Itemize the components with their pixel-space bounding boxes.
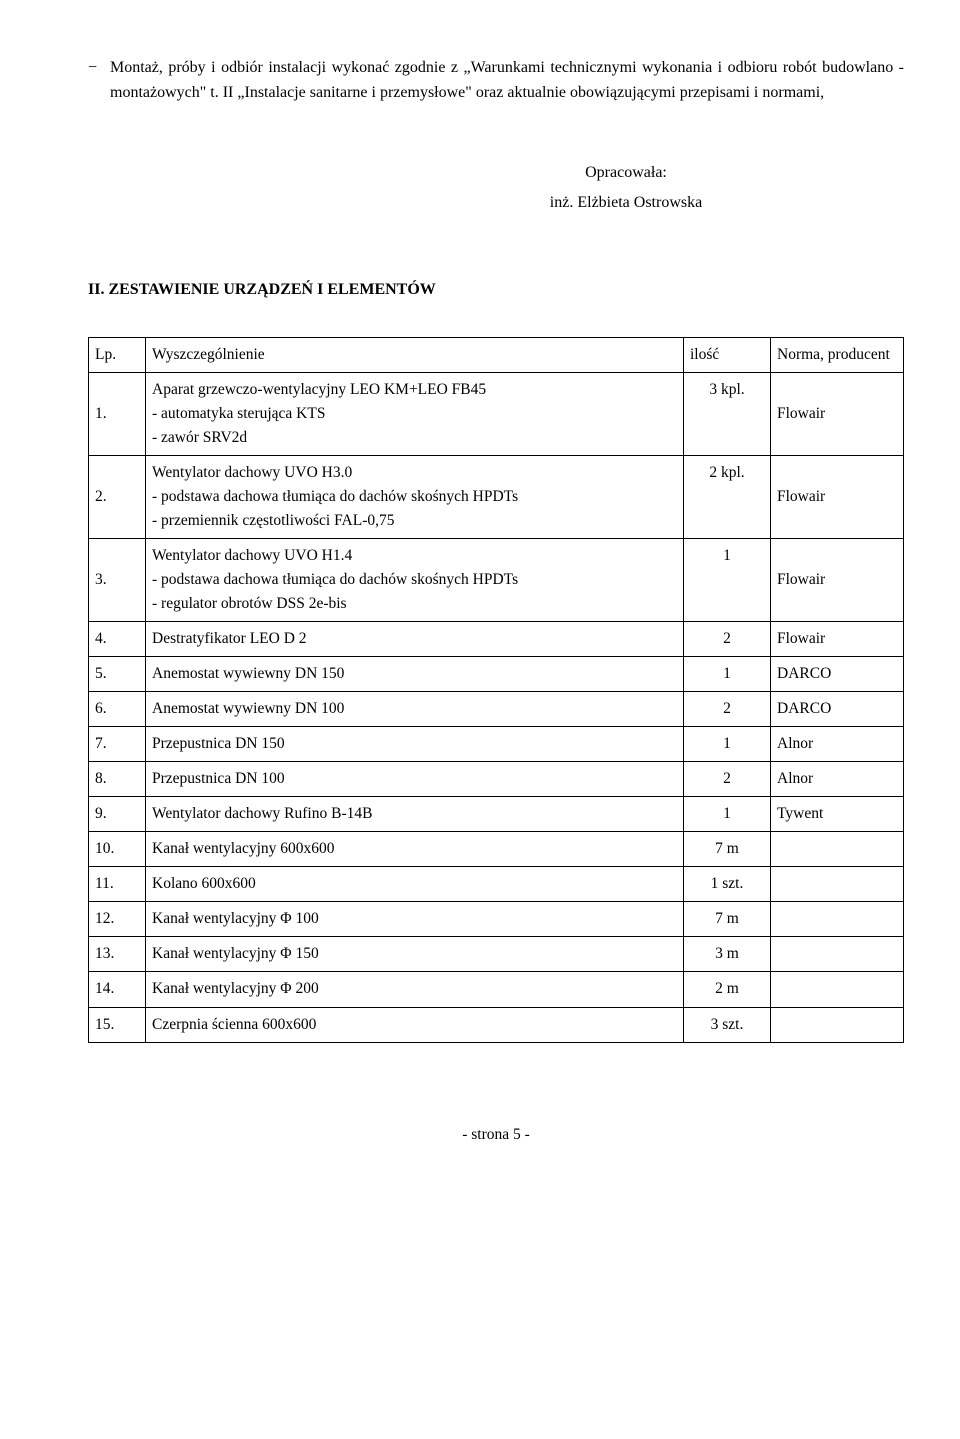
table-row: 6.Anemostat wywiewny DN 1002DARCO (89, 692, 904, 727)
cell-ilosc: 3 szt. (684, 1007, 771, 1042)
cell-lp: 8. (89, 762, 146, 797)
cell-ilosc: 1 (684, 539, 771, 622)
page-footer: - strona 5 - (88, 1123, 904, 1147)
cell-wysz: Wentylator dachowy UVO H3.0 - podstawa d… (146, 456, 684, 539)
table-row: 2.Wentylator dachowy UVO H3.0 - podstawa… (89, 456, 904, 539)
cell-lp: 12. (89, 902, 146, 937)
author-block: Opracowała: inż. Elżbieta Ostrowska (88, 158, 904, 219)
cell-producent: DARCO (771, 657, 904, 692)
cell-wysz: Kanał wentylacyjny Φ 200 (146, 972, 684, 1007)
cell-producent: Alnor (771, 727, 904, 762)
cell-producent: Flowair (771, 373, 904, 456)
cell-lp: 1. (89, 373, 146, 456)
cell-lp: 11. (89, 867, 146, 902)
cell-producent (771, 937, 904, 972)
cell-wysz: Anemostat wywiewny DN 100 (146, 692, 684, 727)
th-lp: Lp. (89, 338, 146, 373)
cell-ilosc: 3 m (684, 937, 771, 972)
cell-lp: 14. (89, 972, 146, 1007)
cell-producent: Flowair (771, 456, 904, 539)
cell-producent: Tywent (771, 797, 904, 832)
cell-lp: 13. (89, 937, 146, 972)
cell-wysz: Wentylator dachowy UVO H1.4 - podstawa d… (146, 539, 684, 622)
table-row: 5.Anemostat wywiewny DN 1501DARCO (89, 657, 904, 692)
cell-producent (771, 972, 904, 1007)
table-row: 14.Kanał wentylacyjny Φ 2002 m (89, 972, 904, 1007)
cell-lp: 9. (89, 797, 146, 832)
th-wysz: Wyszczególnienie (146, 338, 684, 373)
author-name: inż. Elżbieta Ostrowska (348, 188, 904, 218)
cell-wysz: Kanał wentylacyjny 600x600 (146, 832, 684, 867)
cell-producent (771, 867, 904, 902)
cell-lp: 7. (89, 727, 146, 762)
equipment-table: Lp. Wyszczególnienie ilość Norma, produc… (88, 337, 904, 1042)
cell-wysz: Kanał wentylacyjny Φ 150 (146, 937, 684, 972)
table-row: 13.Kanał wentylacyjny Φ 1503 m (89, 937, 904, 972)
cell-ilosc: 2 (684, 762, 771, 797)
cell-ilosc: 3 kpl. (684, 373, 771, 456)
cell-producent: Alnor (771, 762, 904, 797)
cell-producent: DARCO (771, 692, 904, 727)
cell-ilosc: 2 m (684, 972, 771, 1007)
table-row: 12.Kanał wentylacyjny Φ 1007 m (89, 902, 904, 937)
cell-producent (771, 832, 904, 867)
table-row: 10.Kanał wentylacyjny 600x6007 m (89, 832, 904, 867)
table-row: 8.Przepustnica DN 1002Alnor (89, 762, 904, 797)
cell-lp: 3. (89, 539, 146, 622)
section-title: II. ZESTAWIENIE URZĄDZEŃ I ELEMENTÓW (88, 278, 904, 303)
cell-lp: 4. (89, 622, 146, 657)
cell-producent (771, 1007, 904, 1042)
table-row: 9.Wentylator dachowy Rufino B-14B1Tywent (89, 797, 904, 832)
th-prod: Norma, producent (771, 338, 904, 373)
cell-ilosc: 2 kpl. (684, 456, 771, 539)
cell-producent (771, 902, 904, 937)
table-row: 1.Aparat grzewczo-wentylacyjny LEO KM+LE… (89, 373, 904, 456)
cell-lp: 5. (89, 657, 146, 692)
cell-ilosc: 2 (684, 692, 771, 727)
cell-wysz: Przepustnica DN 150 (146, 727, 684, 762)
cell-ilosc: 1 (684, 657, 771, 692)
table-row: 4.Destratyfikator LEO D 22Flowair (89, 622, 904, 657)
cell-wysz: Przepustnica DN 100 (146, 762, 684, 797)
cell-ilosc: 7 m (684, 832, 771, 867)
table-header-row: Lp. Wyszczególnienie ilość Norma, produc… (89, 338, 904, 373)
cell-ilosc: 1 (684, 797, 771, 832)
cell-ilosc: 1 (684, 727, 771, 762)
cell-producent: Flowair (771, 539, 904, 622)
cell-ilosc: 1 szt. (684, 867, 771, 902)
cell-lp: 15. (89, 1007, 146, 1042)
cell-producent: Flowair (771, 622, 904, 657)
cell-wysz: Aparat grzewczo-wentylacyjny LEO KM+LEO … (146, 373, 684, 456)
author-label: Opracowała: (348, 158, 904, 188)
cell-lp: 2. (89, 456, 146, 539)
cell-ilosc: 7 m (684, 902, 771, 937)
cell-lp: 10. (89, 832, 146, 867)
table-row: 3.Wentylator dachowy UVO H1.4 - podstawa… (89, 539, 904, 622)
cell-wysz: Czerpnia ścienna 600x600 (146, 1007, 684, 1042)
cell-ilosc: 2 (684, 622, 771, 657)
cell-wysz: Destratyfikator LEO D 2 (146, 622, 684, 657)
intro-paragraph: Montaż, próby i odbiór instalacji wykona… (88, 56, 904, 106)
th-ilosc: ilość (684, 338, 771, 373)
cell-wysz: Kanał wentylacyjny Φ 100 (146, 902, 684, 937)
cell-wysz: Kolano 600x600 (146, 867, 684, 902)
cell-wysz: Anemostat wywiewny DN 150 (146, 657, 684, 692)
table-row: 11.Kolano 600x6001 szt. (89, 867, 904, 902)
table-row: 15.Czerpnia ścienna 600x6003 szt. (89, 1007, 904, 1042)
table-row: 7.Przepustnica DN 1501Alnor (89, 727, 904, 762)
cell-lp: 6. (89, 692, 146, 727)
cell-wysz: Wentylator dachowy Rufino B-14B (146, 797, 684, 832)
